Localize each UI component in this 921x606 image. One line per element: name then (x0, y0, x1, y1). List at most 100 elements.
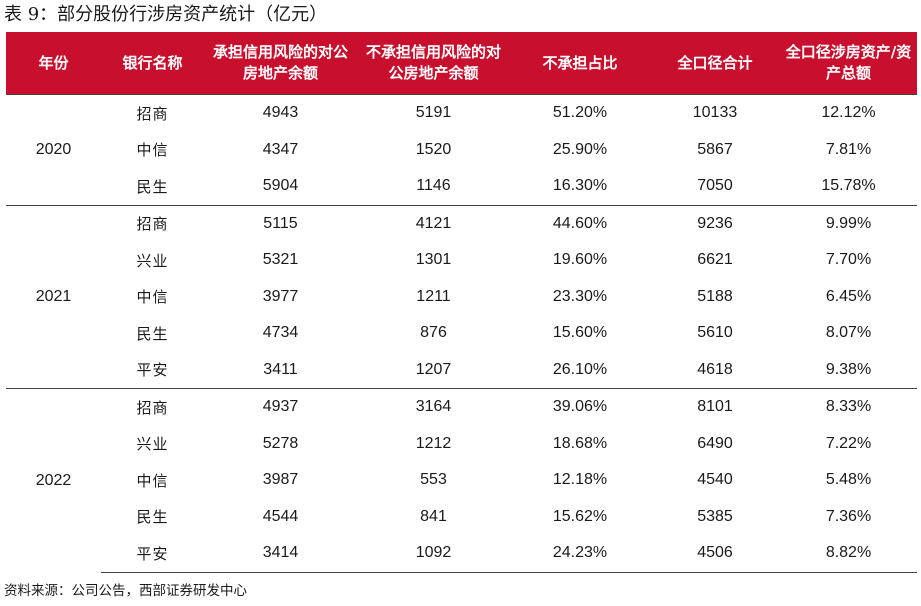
no-risk-ratio-cell: 24.23% (510, 535, 650, 573)
no-credit-risk-cell: 1207 (415, 360, 452, 378)
year-cell: 2020 (6, 94, 101, 205)
header-row: 年份 银行名称 承担信用风险的对公房地产余额 不承担信用风险的对公房地产余额 不… (6, 32, 917, 95)
share-cell: 12.12% (780, 94, 917, 132)
credit-risk-cell: 4347 (262, 140, 299, 158)
total-cell: 10133 (650, 94, 780, 132)
credit-risk-cell: 3411 (263, 360, 298, 378)
table-title: 表 9：部分股份行涉房资产统计（亿元） (4, 4, 328, 25)
header-credit-risk: 承担信用风险的对公房地产余额 (204, 32, 357, 95)
share-cell: 6.45% (825, 287, 872, 305)
no-risk-ratio-cell: 15.60% (552, 324, 608, 342)
share-cell: 8.07% (825, 324, 872, 342)
total-cell: 6490 (697, 434, 733, 452)
bank-name-cell: 招商 (101, 94, 204, 132)
table-row: 2021 招商 5115 4121 44.60% 9236 9.99% (6, 204, 917, 389)
table-row: 中信 3987 553 12.18% 4540 5.48% (6, 462, 917, 499)
total-cell: 7050 (697, 177, 733, 195)
no-risk-ratio-cell: 23.30% (552, 287, 608, 305)
table-row: 民生 5904 1146 16.30% 7050 15.78% (6, 168, 917, 205)
no-credit-risk-cell: 1212 (415, 434, 452, 452)
no-credit-risk-cell: 841 (420, 507, 447, 525)
credit-risk-cell: 5115 (204, 204, 357, 242)
header-bank: 银行名称 (101, 32, 204, 95)
no-credit-risk-cell: 553 (420, 471, 447, 489)
no-credit-risk-cell: 1146 (416, 177, 451, 195)
header-total: 全口径合计 (650, 32, 780, 95)
bank-name-cell: 招商 (101, 204, 204, 242)
no-risk-ratio-cell: 39.06% (510, 388, 650, 426)
table-row: 民生 4544 841 15.62% 5385 7.36% (6, 499, 917, 536)
table-row: 2020 招商 4943 5191 51.20% 10133 12.12% (6, 94, 917, 205)
no-risk-ratio-cell: 15.62% (552, 507, 608, 525)
total-cell: 9236 (650, 204, 780, 242)
no-credit-risk-cell: 1092 (357, 535, 510, 573)
credit-risk-cell: 4734 (262, 324, 299, 342)
bank-name-cell: 民生 (136, 177, 169, 196)
year-cell: 2021 (6, 204, 101, 389)
bank-name-cell: 兴业 (136, 251, 169, 270)
bank-property-assets-table: 年份 银行名称 承担信用风险的对公房地产余额 不承担信用风险的对公房地产余额 不… (6, 32, 917, 573)
credit-risk-cell: 3977 (262, 287, 299, 305)
no-risk-ratio-cell: 26.10% (552, 360, 608, 378)
share-cell: 15.78% (821, 177, 876, 195)
share-cell: 7.81% (825, 140, 872, 158)
bank-name-cell: 兴业 (136, 435, 169, 454)
no-credit-risk-cell: 3164 (357, 388, 510, 426)
no-credit-risk-cell: 5191 (357, 94, 510, 132)
table-row: 兴业 5321 1301 19.60% 6621 7.70% (6, 242, 917, 279)
total-cell: 5610 (697, 324, 733, 342)
total-cell: 5188 (697, 287, 733, 305)
total-cell: 6621 (697, 251, 733, 269)
no-credit-risk-cell: 876 (420, 324, 447, 342)
share-cell: 8.33% (780, 388, 917, 426)
share-cell: 7.70% (825, 251, 872, 269)
header-share: 全口径涉房资产/资产总额 (780, 32, 917, 95)
header-year: 年份 (6, 32, 101, 95)
total-cell: 5867 (697, 140, 733, 158)
total-cell: 5385 (697, 507, 733, 525)
share-cell: 5.48% (825, 471, 872, 489)
share-cell: 7.22% (825, 434, 872, 452)
share-cell: 7.36% (825, 507, 872, 525)
table-row: 2022 招商 4937 3164 39.06% 8101 8.33% (6, 388, 917, 572)
table-row: 兴业 5278 1212 18.68% 6490 7.22% (6, 426, 917, 463)
total-cell: 8101 (650, 388, 780, 426)
no-credit-risk-cell: 1520 (415, 140, 452, 158)
bank-name-cell: 中信 (136, 141, 169, 160)
no-risk-ratio-cell: 12.18% (552, 471, 608, 489)
no-risk-ratio-cell: 18.68% (552, 434, 608, 452)
bank-name-cell: 民生 (136, 508, 169, 527)
no-credit-risk-cell: 1301 (415, 251, 452, 269)
bank-name-cell: 平安 (136, 361, 169, 380)
table-row: 民生 4734 876 15.60% 5610 8.07% (6, 315, 917, 352)
bank-name-cell: 民生 (136, 324, 169, 343)
bank-name-cell: 平安 (101, 535, 204, 573)
table-row: 中信 3977 1211 23.30% 5188 6.45% (6, 279, 917, 316)
source-note: 资料来源：公司公告，西部证券研发中心 (4, 583, 247, 599)
no-credit-risk-cell: 4121 (357, 204, 510, 242)
table-row: 平安 3411 1207 26.10% 4618 9.38% (6, 352, 917, 389)
no-risk-ratio-cell: 51.20% (510, 94, 650, 132)
share-cell: 8.82% (780, 535, 917, 573)
bank-name-cell: 中信 (136, 288, 169, 307)
header-no-risk-ratio: 不承担占比 (510, 32, 650, 95)
share-cell: 9.99% (780, 204, 917, 242)
credit-risk-cell: 3987 (262, 471, 299, 489)
no-credit-risk-cell: 1211 (416, 287, 451, 305)
no-risk-ratio-cell: 19.60% (552, 251, 608, 269)
credit-risk-cell: 5904 (262, 177, 299, 195)
share-cell: 9.38% (825, 360, 872, 378)
credit-risk-cell: 5278 (262, 434, 299, 452)
table-row: 中信 4347 1520 25.90% 5867 7.81% (6, 132, 917, 169)
credit-risk-cell: 5321 (262, 251, 299, 269)
credit-risk-cell: 4937 (204, 388, 357, 426)
credit-risk-cell: 3414 (204, 535, 357, 573)
no-risk-ratio-cell: 44.60% (510, 204, 650, 242)
credit-risk-cell: 4544 (262, 507, 299, 525)
year-cell: 2022 (6, 388, 101, 572)
table-body: 2020 招商 4943 5191 51.20% 10133 12.12% 中信… (6, 94, 917, 573)
total-cell: 4618 (697, 360, 733, 378)
total-cell: 4540 (697, 471, 733, 489)
bank-name-cell: 招商 (101, 388, 204, 426)
table-row: 平安 3414 1092 24.23% 4506 8.82% (6, 535, 917, 573)
